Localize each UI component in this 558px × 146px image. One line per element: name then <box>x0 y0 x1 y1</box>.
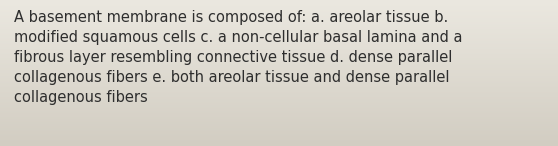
Text: A basement membrane is composed of: a. areolar tissue b.
modified squamous cells: A basement membrane is composed of: a. a… <box>14 10 463 105</box>
